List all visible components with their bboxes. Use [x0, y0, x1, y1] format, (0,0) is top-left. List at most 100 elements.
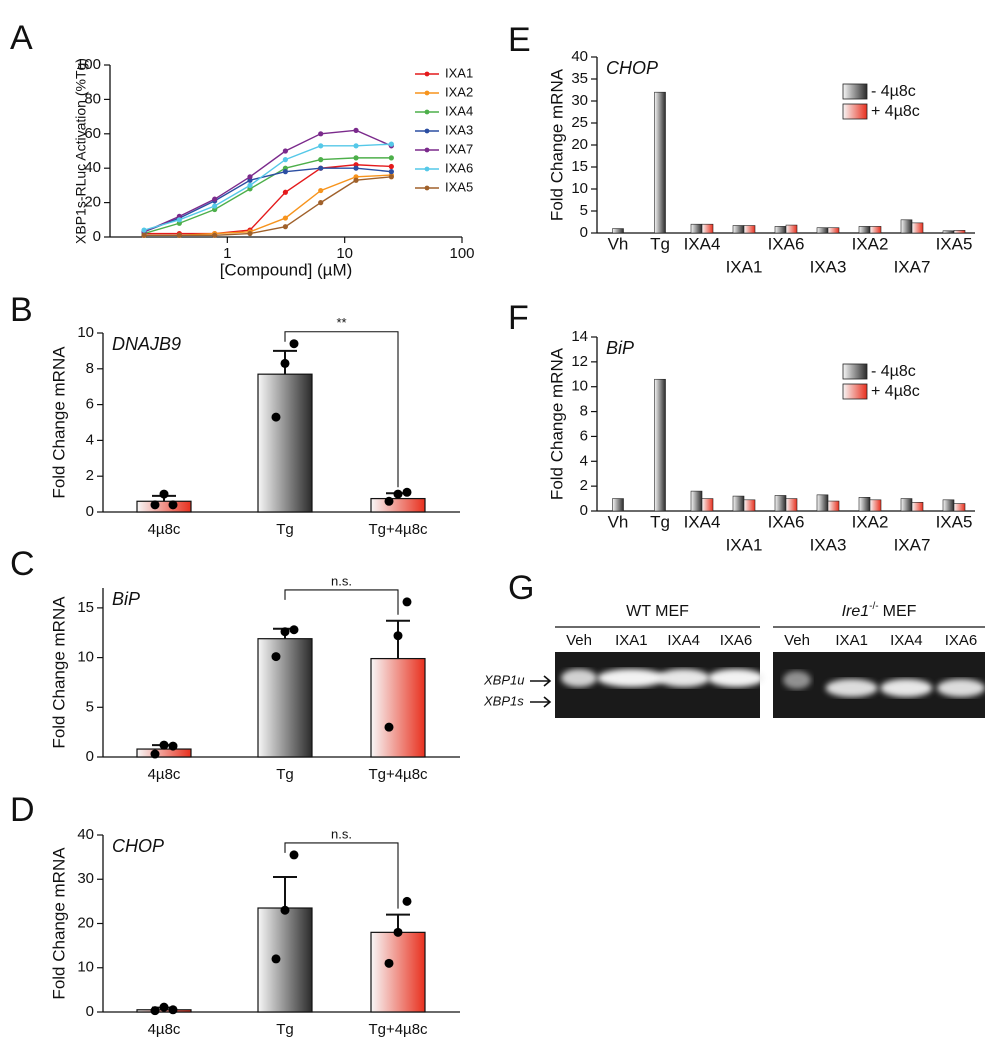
bar	[690, 223, 703, 234]
y-tick-label: 10	[77, 649, 94, 666]
replicate-point	[289, 850, 299, 860]
replicate-point	[159, 740, 169, 750]
y-axis-label: Fold Change mRNA	[547, 68, 566, 221]
lane-label: Veh	[784, 632, 810, 649]
bar	[654, 378, 666, 512]
data-point	[353, 143, 359, 149]
replicate-point	[271, 412, 281, 422]
x-tick-label: 1	[223, 245, 231, 262]
gel-band	[880, 679, 933, 697]
bar	[701, 498, 714, 512]
y-tick-label: 2	[86, 467, 94, 484]
y-tick-label: 20	[571, 136, 588, 153]
lane-label: IXA4	[890, 632, 923, 649]
y-tick-label: 100	[76, 56, 101, 73]
data-point	[353, 127, 359, 133]
gel-group-label: Ire1-/- MEF	[842, 601, 917, 621]
legend-label: IXA3	[445, 122, 473, 137]
band-arrow	[530, 696, 552, 708]
replicate-point	[168, 1005, 178, 1015]
bar	[136, 748, 192, 758]
bar	[816, 494, 829, 512]
replicate-point	[289, 625, 299, 635]
legend-label: IXA4	[445, 103, 473, 118]
y-tick-label: 0	[93, 228, 101, 245]
replicate-point	[159, 1002, 169, 1012]
replicate-point	[393, 927, 403, 937]
data-point	[247, 174, 253, 180]
gel-group-label: WT MEF	[626, 603, 689, 620]
bar	[257, 373, 313, 513]
replicate-point	[289, 339, 299, 349]
panel-letter: C	[10, 545, 35, 583]
x-tick-label: 10	[336, 245, 353, 262]
data-point	[353, 155, 359, 161]
y-tick-label: 25	[571, 114, 588, 131]
replicate-point	[280, 358, 290, 368]
data-point	[212, 232, 218, 238]
replicate-point	[402, 896, 412, 906]
lane-label: IXA1	[835, 632, 868, 649]
x-tick-label: Vh	[608, 234, 629, 253]
legend-label: + 4µ8c	[871, 103, 920, 120]
group-superscript: -/-	[869, 601, 878, 612]
bar	[732, 495, 745, 512]
gel-band	[783, 671, 811, 689]
y-tick-label: 15	[77, 599, 94, 616]
y-tick-label: 10	[571, 378, 588, 395]
x-tick-label: IXA5	[936, 234, 973, 253]
bar	[942, 230, 955, 234]
lane-label: IXA1	[615, 632, 648, 649]
data-point	[318, 187, 324, 194]
replicate-point	[271, 652, 281, 662]
data-point	[388, 163, 394, 170]
bar	[953, 503, 966, 512]
y-tick-label: 4	[86, 431, 94, 448]
replicate-point	[384, 958, 394, 968]
bar	[869, 226, 882, 234]
data-point	[388, 169, 394, 175]
bar	[785, 224, 798, 234]
band-arrow	[530, 675, 552, 687]
bar	[732, 225, 745, 234]
bar	[743, 225, 756, 234]
bar	[827, 500, 840, 512]
replicate-point	[402, 487, 412, 497]
gel-band	[825, 679, 878, 697]
x-tick-label: IXA3	[810, 257, 847, 276]
gene-label: BiP	[606, 338, 634, 358]
bar	[858, 226, 871, 234]
bar	[816, 227, 829, 234]
legend-swatch-dot	[424, 90, 430, 96]
series-line	[143, 129, 392, 233]
y-tick-label: 10	[571, 180, 588, 197]
data-point	[212, 196, 218, 202]
data-point	[282, 157, 288, 163]
y-tick-label: 40	[571, 48, 588, 65]
lane-label: IXA6	[945, 632, 978, 649]
replicate-point	[150, 1006, 160, 1016]
x-tick-label: Tg+4µ8c	[368, 521, 428, 538]
x-tick-label: IXA7	[894, 257, 931, 276]
x-axis-label: [Compound] (µM)	[220, 260, 353, 279]
data-point	[318, 165, 324, 171]
x-tick-label: Tg	[276, 766, 294, 783]
bar	[900, 219, 913, 234]
replicate-point	[168, 500, 178, 510]
y-tick-label: 0	[580, 502, 588, 519]
bar	[612, 228, 624, 234]
data-point	[353, 165, 359, 171]
data-point	[318, 157, 324, 163]
significance-bracket	[284, 842, 399, 909]
bar	[869, 499, 882, 512]
series-line	[143, 167, 392, 233]
replicate-point	[150, 500, 160, 510]
y-tick-label: 12	[571, 353, 588, 370]
y-tick-label: 80	[84, 90, 101, 107]
y-tick-label: 15	[571, 158, 588, 175]
y-tick-label: 40	[84, 159, 101, 176]
replicate-point	[280, 905, 290, 915]
data-point	[282, 169, 288, 175]
y-tick-label: 2	[580, 477, 588, 494]
